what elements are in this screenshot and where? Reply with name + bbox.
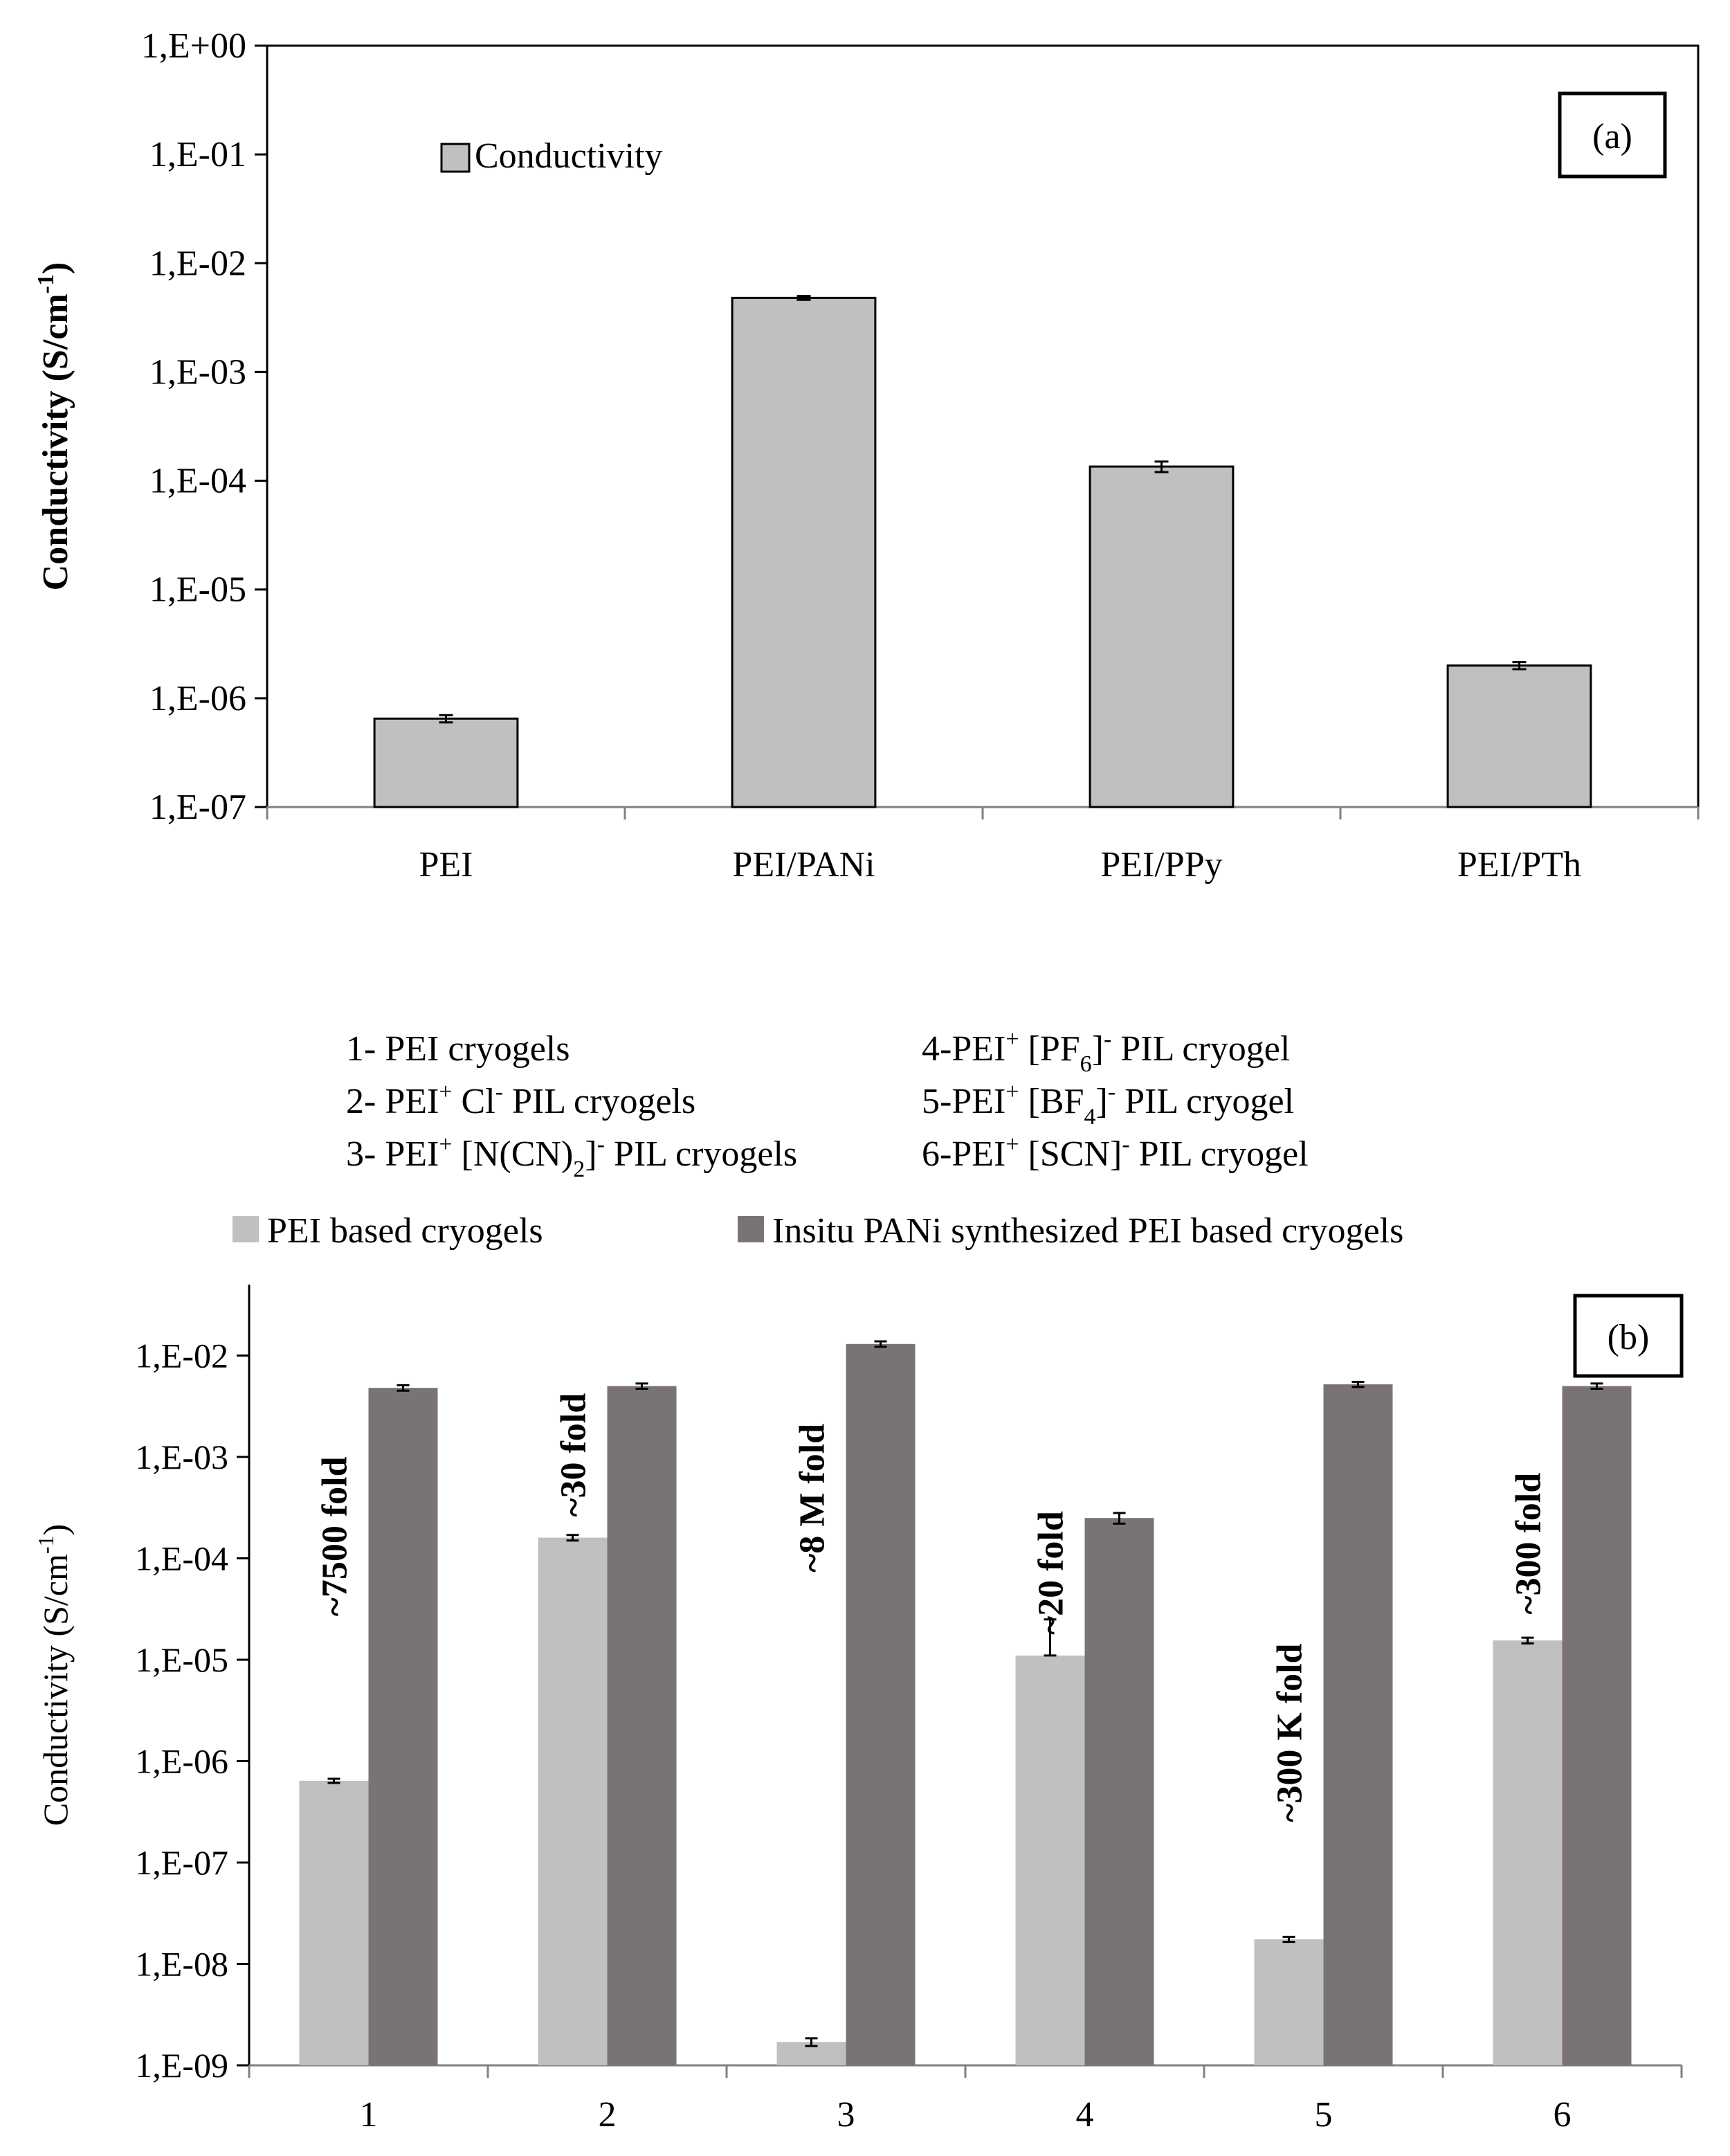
sample-legend-item: 5-PEI+ [BF4]- PIL cryogel bbox=[922, 1079, 1294, 1130]
fold-annotations: ~7500 fold ~30 fold ~8 M fold ~20 fold ~300 … bbox=[316, 1393, 1549, 1822]
y-tick-label-a: 1,E-07 bbox=[149, 788, 246, 827]
bar-a-pei-ppy bbox=[1089, 465, 1235, 808]
legend-label-insitu-pani: Insitu PANi synthesized PEI based cryoge… bbox=[772, 1211, 1403, 1251]
y-tick-label-a: 1,E+00 bbox=[141, 26, 246, 66]
legend-swatch-conductivity bbox=[440, 143, 471, 173]
y-tick-label-b: 1,E-04 bbox=[135, 1539, 228, 1578]
legend-swatch-pei-based bbox=[233, 1216, 259, 1242]
fold-annotation: ~30 fold bbox=[554, 1393, 594, 1517]
chart-panel-a: 1,E+00 1,E-01 1,E-02 1,E-03 1,E-04 1,E-05 1,E-… bbox=[33, 26, 1700, 885]
fold-annotation: ~300 K fold bbox=[1271, 1643, 1310, 1822]
y-tick-label-a: 1,E-03 bbox=[149, 352, 246, 392]
sample-legend: 1- PEI cryogels 4-PEI+ [PF6]- PIL cryogel… bbox=[346, 1026, 1309, 1182]
y-tick-label-a: 1,E-05 bbox=[149, 570, 246, 610]
y-tick-label-b: 1,E-07 bbox=[135, 1843, 228, 1882]
bars-b bbox=[299, 1343, 1632, 2065]
y-tick-label-b: 1,E-02 bbox=[135, 1337, 228, 1375]
series-legend-b: PEI based cryogels Insitu PANi synthesiz… bbox=[233, 1211, 1403, 1251]
y-axis-label-a: Conductivity (S/cm-1) bbox=[33, 262, 75, 591]
bar-b-pani-4 bbox=[1084, 1518, 1154, 2065]
x-tick-label-b: 3 bbox=[837, 2095, 855, 2135]
y-axis-ticks-a: 1,E+00 1,E-01 1,E-02 1,E-03 1,E-04 1,E-05 1,E-… bbox=[141, 26, 267, 827]
x-tick-label-b: 4 bbox=[1076, 2095, 1094, 2135]
sample-legend-item: 6-PEI+ [SCN]- PIL cryogel bbox=[922, 1132, 1309, 1174]
y-tick-label-b: 1,E-05 bbox=[135, 1640, 228, 1679]
x-tick-label-a: PEI/PPy bbox=[1100, 845, 1222, 885]
bar-b-pei-4 bbox=[1015, 1655, 1085, 2065]
legend-swatch-insitu-pani bbox=[738, 1216, 764, 1242]
y-tick-label-b: 1,E-09 bbox=[135, 2046, 228, 2085]
x-axis-ticks-a: PEI PEI/PANi PEI/PPy PEI/PTh bbox=[266, 807, 1700, 885]
fold-annotation: ~8 M fold bbox=[793, 1424, 832, 1573]
x-axis-ticks-b: 1 2 3 4 5 6 bbox=[248, 2065, 1683, 2135]
sample-legend-item: 3- PEI+ [N(CN)2]- PIL cryogels bbox=[346, 1132, 797, 1182]
bar-b-pani-5 bbox=[1323, 1384, 1393, 2065]
x-tick-label-a: PEI/PANi bbox=[732, 845, 875, 885]
fold-annotation: ~7500 fold bbox=[316, 1456, 355, 1616]
y-tick-label-a: 1,E-06 bbox=[149, 679, 246, 718]
x-tick-label-b: 6 bbox=[1554, 2095, 1572, 2135]
x-tick-label-b: 5 bbox=[1315, 2095, 1333, 2135]
panel-label-b: (b) bbox=[1608, 1318, 1650, 1357]
y-tick-label-a: 1,E-01 bbox=[149, 135, 246, 174]
bar-b-pei-1 bbox=[299, 1780, 369, 2065]
chart-panel-b: 1- PEI cryogels 4-PEI+ [PF6]- PIL cryogel… bbox=[33, 1026, 1684, 2135]
bar-a-pei-pth bbox=[1446, 664, 1592, 808]
y-axis-label-b: Conductivity (S/cm-1) bbox=[33, 1524, 75, 1826]
bar-b-pei-5 bbox=[1254, 1939, 1324, 2065]
bars-a bbox=[373, 296, 1592, 808]
error-bars-b bbox=[327, 1340, 1603, 2047]
x-tick-label-a: PEI/PTh bbox=[1457, 845, 1581, 885]
error-bars-a bbox=[439, 295, 1527, 724]
bar-b-pani-3 bbox=[846, 1343, 916, 2065]
y-tick-label-b: 1,E-06 bbox=[135, 1742, 228, 1781]
bar-b-pei-2 bbox=[538, 1537, 608, 2065]
fold-annotation: ~20 fold bbox=[1032, 1511, 1071, 1635]
x-tick-label-a: PEI bbox=[419, 845, 473, 885]
bar-b-pei-6 bbox=[1493, 1640, 1563, 2065]
x-tick-label-b: 1 bbox=[360, 2095, 378, 2135]
y-tick-label-a: 1,E-02 bbox=[149, 244, 246, 283]
bar-b-pani-1 bbox=[368, 1388, 438, 2065]
bar-b-pani-2 bbox=[607, 1386, 677, 2065]
panel-label-a: (a) bbox=[1592, 117, 1632, 156]
y-tick-label-a: 1,E-04 bbox=[149, 462, 246, 501]
y-tick-label-b: 1,E-03 bbox=[135, 1438, 228, 1476]
sample-legend-item: 4-PEI+ [PF6]- PIL cryogel bbox=[922, 1026, 1290, 1077]
panel-label-box-a: (a) bbox=[1558, 91, 1667, 179]
y-tick-label-b: 1,E-08 bbox=[135, 1945, 228, 1984]
legend-a: Conductivity bbox=[440, 136, 663, 176]
panel-label-box-b: (b) bbox=[1573, 1294, 1684, 1378]
bar-a-pei bbox=[373, 717, 519, 808]
legend-label-conductivity: Conductivity bbox=[475, 136, 663, 176]
bar-a-pei-pani bbox=[731, 296, 877, 808]
legend-label-pei-based: PEI based cryogels bbox=[267, 1211, 543, 1251]
sample-legend-item: 2- PEI+ Cl- PIL cryogels bbox=[346, 1079, 695, 1121]
y-axis-ticks-b: 1,E-02 1,E-03 1,E-04 1,E-05 1,E-06 1,E-07 1,E-… bbox=[135, 1337, 249, 2085]
bar-b-pani-6 bbox=[1562, 1386, 1632, 2065]
x-tick-label-b: 2 bbox=[599, 2095, 617, 2135]
sample-legend-item: 1- PEI cryogels bbox=[346, 1029, 570, 1069]
fold-annotation: ~300 fold bbox=[1509, 1473, 1549, 1615]
